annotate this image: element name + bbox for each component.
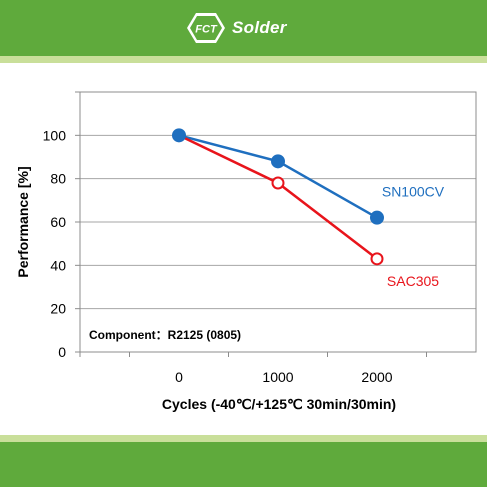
data-point-sn100cv	[172, 128, 186, 143]
x-tick-label: 2000	[361, 369, 392, 385]
series-label-sn100cv: SN100CV	[382, 184, 445, 200]
y-tick-label: 40	[50, 257, 66, 273]
y-tick-labels: 0 20 40 60 80 100	[43, 91, 80, 360]
series-layer: SN100CV SAC305	[172, 128, 445, 289]
logo-text: FCT	[195, 24, 218, 36]
x-tick-labels: 0 1000 2000	[79, 352, 427, 385]
y-tick-label: 100	[43, 127, 67, 143]
y-axis-label: Performance [%]	[15, 166, 31, 277]
x-tick-label: 1000	[262, 369, 293, 385]
data-point-sn100cv	[370, 210, 384, 225]
x-axis-label: Cycles (-40℃/+125℃ 30min/30min)	[162, 396, 396, 412]
component-annotation: Component：R2125 (0805)	[89, 328, 241, 342]
series-label-sac305: SAC305	[387, 273, 439, 289]
y-tick-label: 0	[58, 344, 66, 360]
y-tick-label: 60	[50, 214, 66, 230]
footer-stripe	[0, 435, 487, 442]
brand-name: Solder	[232, 18, 287, 37]
fct-logo-icon: FCT	[187, 13, 225, 43]
series-line-sac305	[178, 134, 378, 260]
data-point-sn100cv	[271, 154, 285, 169]
footer-band	[0, 442, 487, 487]
brand-logo: FCT Solder	[186, 12, 287, 44]
data-point-sac305	[271, 176, 285, 190]
data-point-sac305	[370, 252, 384, 266]
header-stripe	[0, 56, 487, 63]
y-tick-label: 80	[50, 171, 66, 187]
header-band	[0, 0, 487, 56]
x-tick-label: 0	[175, 369, 183, 385]
y-tick-label: 20	[50, 301, 66, 317]
